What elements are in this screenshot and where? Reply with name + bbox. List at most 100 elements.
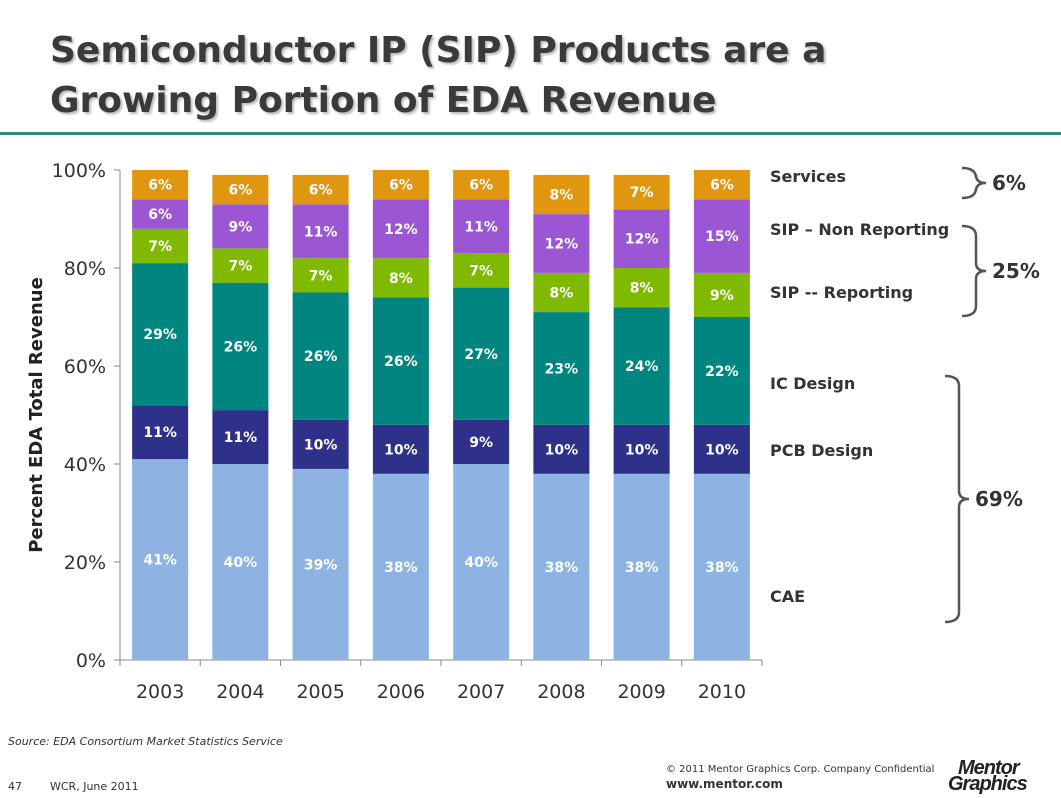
x-tick-label: 2005 [296, 681, 344, 703]
bar-segment [132, 459, 189, 660]
data-label: 11% [224, 430, 258, 446]
group-total-label: 25% [992, 259, 1040, 283]
x-tick-label: 2003 [136, 681, 184, 703]
x-tick-label: 2009 [617, 681, 665, 703]
bar-segment [372, 297, 429, 425]
data-label: 7% [630, 185, 654, 201]
series-label: CAE [770, 587, 805, 606]
series-label: PCB Design [770, 441, 873, 460]
data-label: 11% [464, 219, 498, 235]
bar-segment [613, 307, 670, 425]
source-note: Source: EDA Consortium Market Statistics… [8, 735, 283, 748]
bar-segment [372, 424, 429, 474]
data-label: 23% [545, 361, 579, 377]
bar-segment [132, 405, 189, 460]
bar-segment [212, 204, 269, 249]
bar-segment [132, 170, 189, 200]
bar-segment [212, 410, 269, 464]
y-tick-label: 20% [64, 552, 106, 574]
bar-segment [212, 464, 269, 660]
data-label: 6% [389, 178, 413, 194]
data-label: 6% [148, 207, 172, 223]
page-number: 47 [8, 780, 22, 793]
footer-note: WCR, June 2011 [50, 780, 139, 793]
data-label: 40% [464, 555, 498, 571]
website-link[interactable]: www.mentor.com [666, 777, 783, 791]
slide-title: Semiconductor IP (SIP) Products are a Gr… [50, 26, 826, 126]
data-label: 9% [469, 435, 493, 451]
title-divider [0, 132, 1061, 135]
data-label: 10% [545, 442, 579, 458]
group-brace [944, 374, 970, 624]
x-tick-label: 2008 [537, 681, 585, 703]
x-tick-label: 2006 [377, 681, 425, 703]
data-label: 7% [148, 239, 172, 255]
data-label: 10% [384, 442, 418, 458]
logo-text-line-1: Mentor [958, 757, 1020, 779]
data-label: 6% [309, 183, 333, 199]
data-label: 26% [384, 354, 418, 370]
group-brace [961, 224, 987, 318]
data-label: 40% [224, 555, 258, 571]
data-label: 6% [710, 178, 734, 194]
bar-segment [212, 248, 269, 283]
bar-segment [453, 253, 510, 288]
bar-segment [372, 473, 429, 660]
bar-segment [533, 272, 590, 313]
bar-segment [613, 268, 670, 308]
x-tick-label: 2010 [698, 681, 746, 703]
data-label: 26% [304, 349, 338, 365]
data-label: 38% [625, 560, 659, 576]
bar-segment [613, 473, 670, 660]
bar-segment [292, 292, 349, 420]
series-label: SIP – Non Reporting [770, 220, 949, 239]
data-label: 11% [143, 425, 177, 441]
bar-segment [693, 272, 750, 317]
series-label: SIP -- Reporting [770, 283, 913, 302]
data-label: 10% [304, 437, 338, 453]
bar-segment [372, 199, 429, 259]
bar-segment [693, 473, 750, 660]
data-label: 27% [464, 347, 498, 363]
copyright-notice: © 2011 Mentor Graphics Corp. Company Con… [666, 764, 935, 775]
data-label: 8% [389, 271, 413, 287]
data-label: 10% [625, 442, 659, 458]
data-label: 12% [384, 222, 418, 238]
bar-segment [613, 424, 670, 474]
data-label: 7% [309, 268, 333, 284]
bar-segment [533, 424, 590, 474]
data-label: 6% [469, 178, 493, 194]
x-tick-label: 2004 [216, 681, 264, 703]
bar-segment [132, 199, 189, 229]
bar-segment [292, 419, 349, 469]
bar-segment [453, 170, 510, 200]
bar-segment [533, 473, 590, 660]
bar-segment [453, 464, 510, 660]
data-label: 9% [710, 288, 734, 304]
y-tick-label: 80% [64, 258, 106, 280]
bar-segment [292, 468, 349, 660]
bar-segment [453, 287, 510, 420]
data-label: 22% [705, 364, 739, 380]
data-label: 9% [228, 219, 252, 235]
slide-title-line-1: Semiconductor IP (SIP) Products are a [50, 30, 827, 71]
bar-segment [132, 263, 189, 406]
data-label: 41% [143, 553, 177, 569]
bar-segment [453, 419, 510, 464]
group-total-label: 6% [992, 171, 1026, 195]
data-label: 39% [304, 557, 338, 573]
bar-segment [372, 258, 429, 298]
y-tick-label: 0% [76, 650, 106, 672]
data-label: 10% [705, 442, 739, 458]
data-label: 24% [625, 359, 659, 375]
data-label: 29% [143, 327, 177, 343]
bar-segment [212, 282, 269, 411]
bar-segment [613, 174, 670, 210]
bar-segment [533, 312, 590, 425]
data-label: 38% [705, 560, 739, 576]
data-label: 12% [545, 237, 579, 253]
y-tick-label: 40% [64, 454, 106, 476]
bar-segment [292, 258, 349, 293]
data-label: 15% [705, 229, 739, 245]
